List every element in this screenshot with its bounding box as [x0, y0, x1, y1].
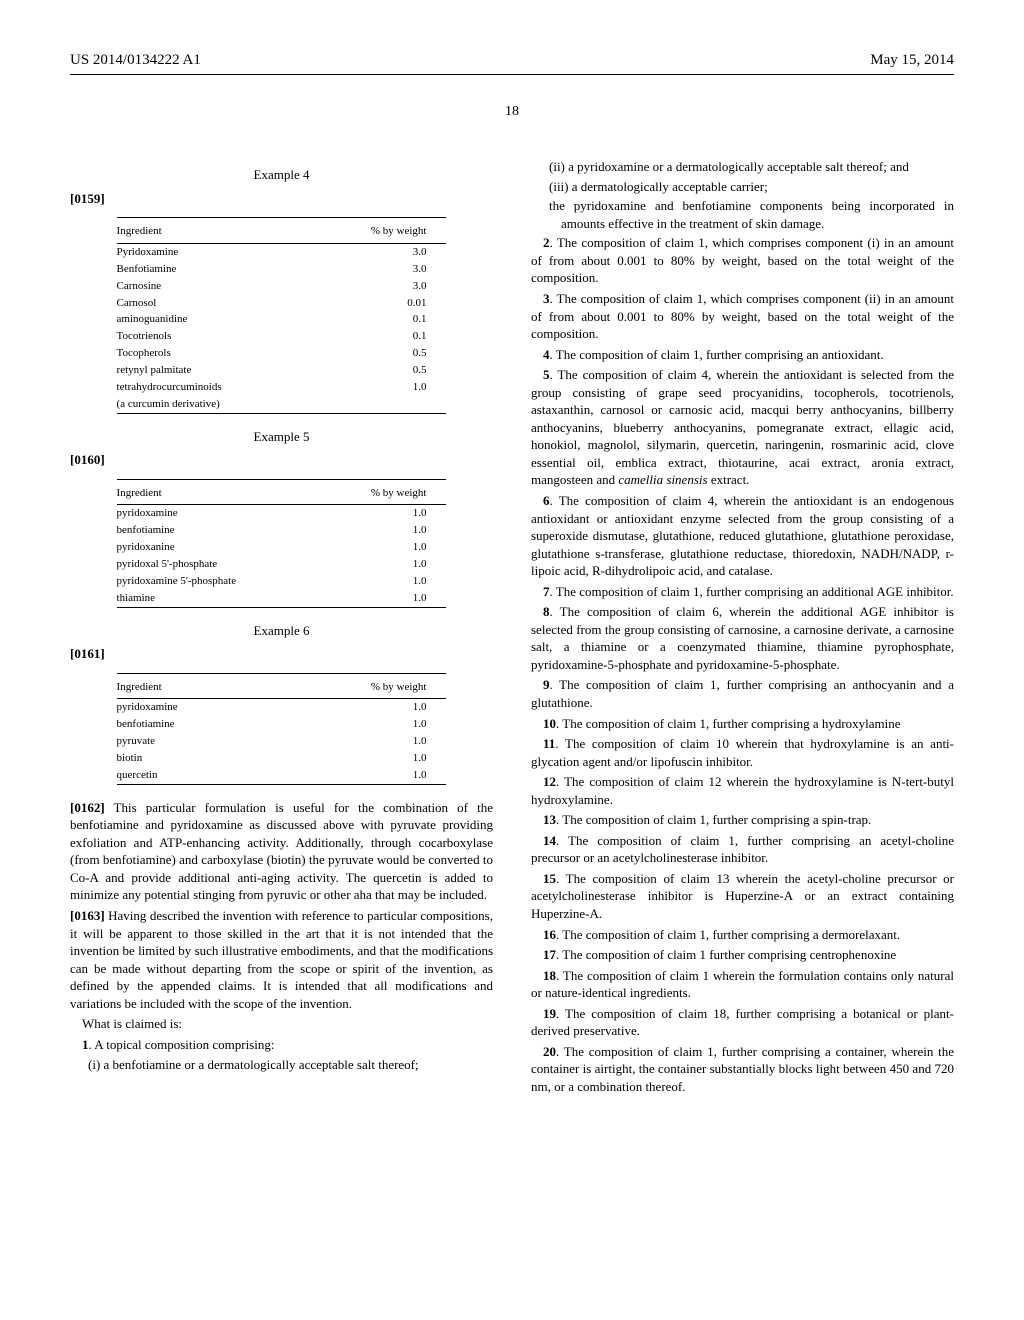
claim-3: 3. The composition of claim 1, which com…: [531, 290, 954, 343]
right-column: (ii) a pyridoxamine or a dermatologicall…: [531, 158, 954, 1098]
table-cell: retynyl palmitate: [117, 362, 357, 379]
page-number: 18: [70, 103, 954, 122]
table-cell: Benfotiamine: [117, 261, 357, 278]
claim-19: 19. The composition of claim 18, further…: [531, 1005, 954, 1040]
example-5-title: Example 5: [70, 428, 493, 446]
table-example-4: Ingredient % by weight Pyridoxamine3.0Be…: [117, 217, 447, 413]
table-cell: tetrahydrocurcuminoids: [117, 379, 357, 396]
doc-number: US 2014/0134222 A1: [70, 50, 201, 70]
claim-12: 12. The composition of claim 12 wherein …: [531, 773, 954, 808]
para-0163: [0163] Having described the invention wi…: [70, 907, 493, 1012]
claim-4: 4. The composition of claim 1, further c…: [531, 346, 954, 364]
table-cell: Pyridoxamine: [117, 244, 357, 261]
th-weight: % by weight: [240, 482, 447, 505]
para-0162: [0162] This particular formulation is us…: [70, 799, 493, 904]
table-cell: 1.0: [374, 556, 447, 573]
table-cell: (a curcumin derivative): [117, 396, 357, 413]
claim-6: 6. The composition of claim 4, wherein t…: [531, 492, 954, 580]
claim-9: 9. The composition of claim 1, further c…: [531, 676, 954, 711]
table-cell: 1.0: [329, 699, 446, 716]
para-0160: [0160]: [70, 452, 105, 467]
table-cell: 1.0: [374, 522, 447, 539]
th-ingredient: Ingredient: [117, 676, 240, 699]
th-weight: % by weight: [240, 676, 447, 699]
table-cell: 1.0: [374, 573, 447, 590]
table-cell: 1.0: [374, 505, 447, 522]
claim-1-iii: (iii) a dermatologically acceptable carr…: [549, 178, 954, 196]
claim-1: 1. A topical composition comprising:: [70, 1036, 493, 1054]
table-cell: pyridoxamine: [117, 505, 374, 522]
claim-1-i: (i) a benfotiamine or a dermatologically…: [88, 1056, 493, 1074]
table-example-6: Ingredient % by weight pyridoxamine1.0be…: [117, 673, 447, 785]
pub-date: May 15, 2014: [870, 50, 954, 70]
table-cell: pyridoxanine: [117, 539, 374, 556]
th-ingredient: Ingredient: [117, 220, 240, 243]
table-cell: 0.1: [357, 311, 447, 328]
table-cell: 1.0: [329, 733, 446, 750]
claim-16: 16. The composition of claim 1, further …: [531, 926, 954, 944]
table-cell: 0.5: [357, 362, 447, 379]
claim-2: 2. The composition of claim 1, which com…: [531, 234, 954, 287]
table-cell: Carnosine: [117, 278, 357, 295]
table-cell: 0.5: [357, 345, 447, 362]
left-column: Example 4 [0159] Ingredient % by weight …: [70, 158, 493, 1098]
table-cell: 1.0: [374, 590, 447, 607]
table-cell: 1.0: [329, 750, 446, 767]
claim-20: 20. The composition of claim 1, further …: [531, 1043, 954, 1096]
para-0161: [0161]: [70, 646, 105, 661]
claim-17: 17. The composition of claim 1 further c…: [531, 946, 954, 964]
table-cell: 3.0: [357, 244, 447, 261]
claim-14: 14. The composition of claim 1, further …: [531, 832, 954, 867]
claim-5: 5. The composition of claim 4, wherein t…: [531, 366, 954, 489]
claim-10: 10. The composition of claim 1, further …: [531, 715, 954, 733]
table-cell: quercetin: [117, 767, 330, 784]
table-cell: 0.1: [357, 328, 447, 345]
table-cell: biotin: [117, 750, 330, 767]
what-is-claimed: What is claimed is:: [70, 1015, 493, 1033]
claim-11: 11. The composition of claim 10 wherein …: [531, 735, 954, 770]
claim-1-ii: (ii) a pyridoxamine or a dermatologicall…: [549, 158, 954, 176]
claim-1-tail: the pyridoxamine and benfotiamine compon…: [549, 197, 954, 232]
table-cell: Tocotrienols: [117, 328, 357, 345]
table-cell: pyridoxamine: [117, 699, 330, 716]
th-weight: % by weight: [240, 220, 447, 243]
table-cell: 0.01: [357, 295, 447, 312]
table-cell: pyruvate: [117, 733, 330, 750]
table-cell: aminoguanidine: [117, 311, 357, 328]
example-6-title: Example 6: [70, 622, 493, 640]
table-cell: benfotiamine: [117, 716, 330, 733]
claim-18: 18. The composition of claim 1 wherein t…: [531, 967, 954, 1002]
table-cell: 1.0: [329, 767, 446, 784]
table-cell: pyridoxal 5'-phosphate: [117, 556, 374, 573]
table-cell: thiamine: [117, 590, 374, 607]
para-0159: [0159]: [70, 191, 105, 206]
table-cell: Carnosol: [117, 295, 357, 312]
table-cell: 1.0: [357, 379, 447, 396]
table-cell: pyridoxamine 5'-phosphate: [117, 573, 374, 590]
claim-15: 15. The composition of claim 13 wherein …: [531, 870, 954, 923]
table-example-5: Ingredient % by weight pyridoxamine1.0be…: [117, 479, 447, 608]
claim-8: 8. The composition of claim 6, wherein t…: [531, 603, 954, 673]
table-cell: 1.0: [329, 716, 446, 733]
th-ingredient: Ingredient: [117, 482, 240, 505]
table-cell: 3.0: [357, 278, 447, 295]
table-cell: [357, 396, 447, 413]
table-cell: Tocopherols: [117, 345, 357, 362]
claim-13: 13. The composition of claim 1, further …: [531, 811, 954, 829]
table-cell: 3.0: [357, 261, 447, 278]
table-cell: benfotiamine: [117, 522, 374, 539]
page-header: US 2014/0134222 A1 May 15, 2014: [70, 50, 954, 75]
table-cell: 1.0: [374, 539, 447, 556]
claim-7: 7. The composition of claim 1, further c…: [531, 583, 954, 601]
example-4-title: Example 4: [70, 166, 493, 184]
